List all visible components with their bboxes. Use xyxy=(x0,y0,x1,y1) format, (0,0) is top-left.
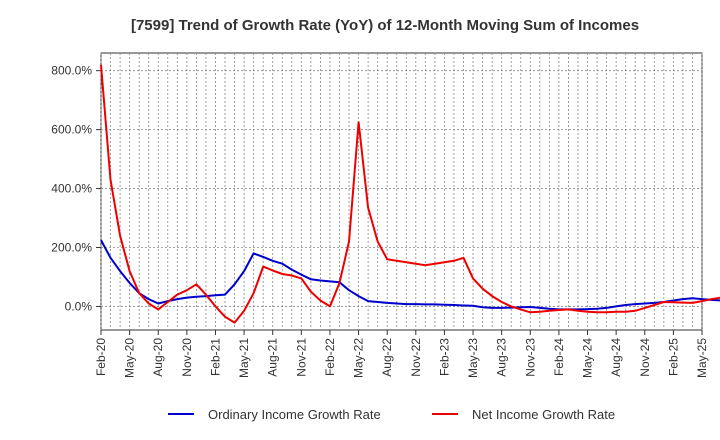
legend-label: Net Income Growth Rate xyxy=(472,407,615,422)
x-tick-label: Feb-23 xyxy=(437,338,451,376)
x-axis-ticks: Feb-20 May-20 Aug-20 Nov-20 Feb-21 May-21 Aug-… xyxy=(94,330,709,378)
x-tick-label: Aug-22 xyxy=(380,338,394,377)
x-tick-label: May-23 xyxy=(466,338,480,378)
grid-lines xyxy=(100,53,703,330)
y-tick-label: 200.0% xyxy=(51,240,92,254)
series-lines xyxy=(100,64,720,324)
x-tick-label: Nov-20 xyxy=(180,338,194,377)
x-tick-label: Nov-21 xyxy=(294,338,308,377)
x-tick-label: Nov-24 xyxy=(638,338,652,377)
x-tick-label: Feb-25 xyxy=(666,338,680,376)
series-line-ordinary-income xyxy=(100,239,720,311)
x-tick-label: Feb-24 xyxy=(552,338,566,376)
x-tick-label: Aug-23 xyxy=(495,338,509,377)
x-tick-label: Feb-21 xyxy=(208,338,222,376)
series-line-net-income xyxy=(100,64,720,324)
x-tick-label: Feb-22 xyxy=(323,338,337,376)
x-tick-label: Nov-22 xyxy=(409,338,423,377)
chart-title: [7599] Trend of Growth Rate (YoY) of 12-… xyxy=(131,17,639,34)
x-tick-label: May-22 xyxy=(352,338,366,378)
plot-area xyxy=(100,52,703,331)
y-tick-label: 600.0% xyxy=(51,123,92,137)
x-tick-label: May-20 xyxy=(123,338,137,378)
legend: Ordinary Income Growth Rate Net Income Gr… xyxy=(168,407,615,422)
x-tick-label: Feb-20 xyxy=(94,338,108,376)
x-tick-label: May-24 xyxy=(581,338,595,378)
y-tick-label: 800.0% xyxy=(51,64,92,78)
x-tick-label: Nov-23 xyxy=(523,338,537,377)
x-tick-label: May-25 xyxy=(695,338,709,378)
x-tick-label: May-21 xyxy=(237,338,251,378)
x-tick-label: Aug-20 xyxy=(151,338,165,377)
y-axis-ticks: 0.0% 200.0% 400.0% 600.0% 800.0% xyxy=(51,64,101,313)
y-tick-label: 400.0% xyxy=(51,182,92,196)
legend-label: Ordinary Income Growth Rate xyxy=(208,407,381,422)
x-tick-label: Aug-24 xyxy=(609,338,623,377)
x-tick-label: Aug-21 xyxy=(266,338,280,377)
y-tick-label: 0.0% xyxy=(65,299,93,313)
